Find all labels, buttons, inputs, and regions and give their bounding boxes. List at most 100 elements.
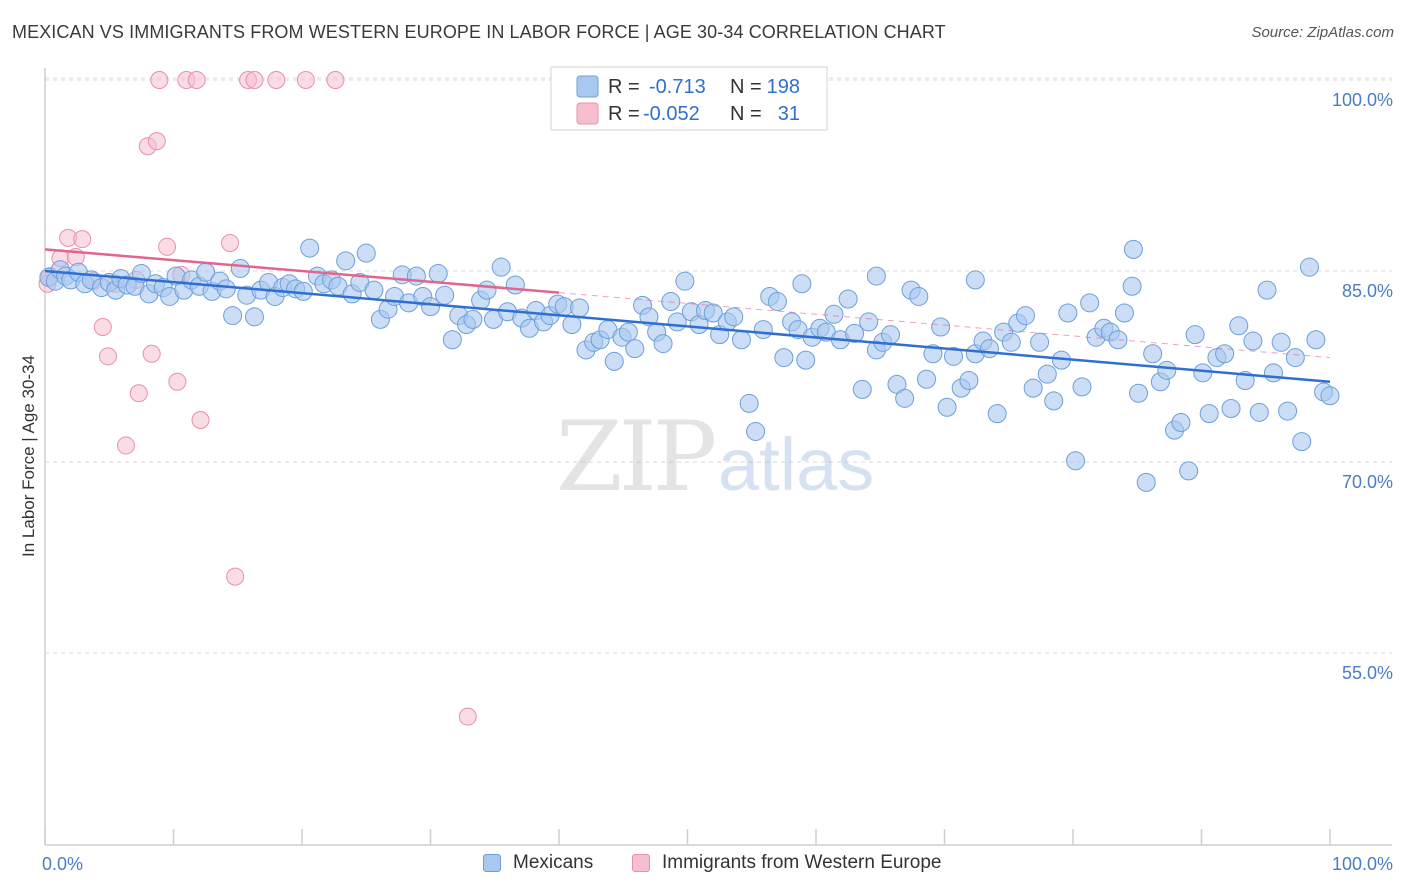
blue-point-177 [1285, 348, 1305, 368]
x-tick-label-1: 100.0% [1332, 854, 1393, 874]
watermark: ZIP atlas [556, 401, 874, 513]
blue-point-179 [1299, 257, 1319, 277]
pink-point-16 [158, 237, 177, 256]
blue-point-171 [1243, 331, 1263, 351]
pink-series [38, 71, 477, 726]
legend-blue-r-value: -0.713 [649, 76, 706, 98]
blue-point-129 [943, 346, 963, 366]
pink-point-9 [116, 436, 135, 455]
blue-point-112 [824, 304, 844, 324]
blue-point-67 [505, 275, 525, 295]
blue-point-127 [931, 317, 951, 337]
blue-point-117 [859, 312, 879, 332]
y-tick-label-0: 55.0% [1342, 663, 1393, 683]
legend-blue-r-label: R = [608, 76, 640, 98]
blue-point-157 [1143, 344, 1163, 364]
blue-point-153 [1114, 303, 1134, 323]
blue-point-116 [852, 379, 872, 399]
blue-point-98 [724, 307, 744, 327]
blue-point-83 [618, 322, 638, 342]
blue-point-167 [1215, 344, 1235, 364]
blue-point-126 [923, 344, 943, 364]
blue-point-108 [796, 350, 816, 370]
blue-point-76 [570, 298, 590, 318]
x-tick-label-0: 0.0% [42, 854, 83, 874]
tick-labels: 55.0% 70.0% 85.0% 100.0% 0.0% 100.0% [42, 90, 1393, 874]
blue-point-89 [661, 292, 681, 312]
blue-point-147 [1072, 377, 1092, 397]
blue-point-120 [881, 325, 901, 345]
blue-point-84 [625, 339, 645, 359]
legend-pink-n-value: 31 [778, 103, 800, 125]
blue-point-55 [421, 297, 440, 317]
blue-point-30 [244, 307, 264, 327]
blue-point-47 [364, 280, 384, 300]
blue-point-140 [1023, 378, 1043, 398]
blue-point-61 [463, 309, 483, 329]
pink-point-25 [245, 71, 264, 89]
pink-point-28 [326, 71, 345, 89]
blue-point-175 [1271, 332, 1291, 352]
blue-point-183 [792, 274, 812, 294]
blue-point-38 [300, 238, 320, 258]
blue-point-152 [1108, 330, 1128, 350]
legend-blue-n-value: 198 [767, 76, 800, 98]
blue-point-184 [866, 266, 886, 286]
axes [44, 68, 1392, 846]
blue-point-182 [1320, 386, 1340, 406]
blue-point-176 [1278, 401, 1298, 421]
blue-point-102 [753, 320, 773, 340]
pink-point-13 [142, 344, 161, 363]
blue-point-185 [1123, 239, 1143, 259]
pink-point-14 [147, 132, 166, 151]
watermark-atlas: atlas [718, 423, 874, 506]
blue-point-172 [1249, 402, 1269, 422]
blue-point-165 [1199, 404, 1219, 424]
blue-trend-line [44, 269, 1331, 384]
pink-point-6 [93, 318, 112, 337]
y-tick-label-2: 85.0% [1342, 281, 1393, 301]
blue-point-154 [1122, 276, 1142, 296]
pink-point-20 [187, 71, 206, 89]
pink-trend-line [44, 248, 560, 294]
blue-point-58 [442, 330, 462, 350]
pink-point-7 [98, 347, 117, 366]
blue-point-65 [491, 257, 511, 277]
legend-pink-n-label: N = [730, 103, 762, 125]
blue-point-57 [435, 285, 455, 305]
blue-point-135 [987, 404, 1007, 424]
blue-point-26 [216, 279, 236, 299]
blue-point-164 [1193, 363, 1213, 383]
blue-point-99 [731, 330, 751, 350]
blue-point-186 [965, 270, 985, 290]
pink-point-21 [191, 410, 210, 429]
trend-lines [44, 248, 1331, 384]
pink-point-26 [267, 71, 286, 89]
pink-point-27 [296, 71, 315, 89]
blue-point-37 [293, 281, 313, 301]
blue-point-128 [937, 397, 957, 417]
blue-point-46 [356, 243, 376, 263]
legend-item-mexicans[interactable]: Mexicans [483, 852, 593, 874]
blue-point-63 [477, 280, 497, 300]
blue-point-95 [703, 303, 723, 323]
blue-point-156 [1136, 472, 1156, 492]
blue-point-105 [774, 348, 794, 368]
pink-point-29 [458, 707, 477, 726]
western-europe-swatch [632, 854, 650, 872]
legend-item-western-europe[interactable]: Immigrants from Western Europe [632, 852, 941, 874]
top-legend: R = -0.713 N = 198 R = -0.052 N = 31 [550, 66, 828, 131]
blue-point-125 [917, 369, 937, 389]
blue-point-91 [675, 271, 695, 291]
chart-title: MEXICAN VS IMMIGRANTS FROM WESTERN EUROP… [12, 22, 946, 42]
blue-point-159 [1157, 360, 1177, 380]
blue-point-173 [1257, 280, 1277, 300]
legend-pink-r-label: R = [608, 103, 640, 125]
blue-series [39, 238, 1340, 492]
pink-point-22 [221, 233, 240, 252]
blue-point-122 [895, 388, 915, 408]
blue-point-28 [230, 258, 250, 278]
watermark-zip: ZIP [556, 401, 715, 513]
pink-point-11 [129, 384, 148, 403]
blue-point-168 [1221, 399, 1241, 419]
